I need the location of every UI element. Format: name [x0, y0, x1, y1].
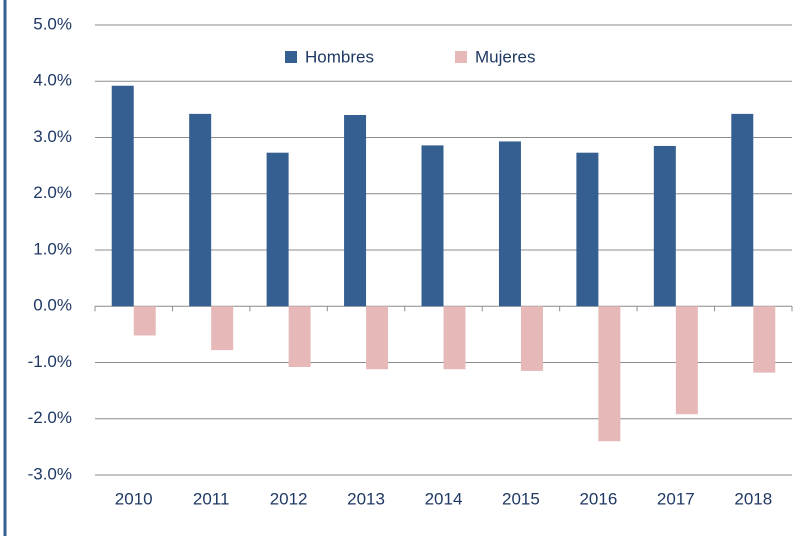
bar [675, 306, 698, 415]
bar [653, 145, 676, 307]
y-tick-label: 1.0% [33, 239, 72, 258]
bar [189, 113, 212, 307]
y-tick-label: 5.0% [33, 14, 72, 33]
y-tick-label: 3.0% [33, 127, 72, 146]
legend-swatch [285, 51, 297, 63]
y-tick-label: -3.0% [28, 464, 72, 483]
legend-swatch [455, 51, 467, 63]
bar [731, 113, 754, 307]
bar [366, 306, 389, 370]
bar [753, 306, 776, 373]
bar [520, 306, 543, 371]
bar [266, 152, 289, 307]
bar [211, 306, 234, 351]
y-tick-label: -1.0% [28, 352, 72, 371]
bar [498, 141, 521, 307]
x-tick-label: 2018 [734, 489, 772, 508]
x-tick-label: 2013 [347, 489, 385, 508]
bar [443, 306, 466, 370]
bar [421, 145, 444, 307]
x-tick-label: 2015 [502, 489, 540, 508]
y-tick-label: 0.0% [33, 296, 72, 315]
bar [344, 115, 367, 307]
x-tick-label: 2012 [270, 489, 308, 508]
y-tick-label: -2.0% [28, 408, 72, 427]
bar [598, 306, 621, 442]
bar [133, 306, 156, 336]
legend-label: Hombres [305, 47, 374, 66]
x-tick-label: 2017 [657, 489, 695, 508]
x-tick-label: 2010 [115, 489, 153, 508]
y-tick-label: 2.0% [33, 183, 72, 202]
y-tick-label: 4.0% [33, 71, 72, 90]
x-tick-label: 2014 [425, 489, 463, 508]
bar [288, 306, 311, 367]
bar [111, 85, 134, 307]
bar [576, 152, 599, 307]
legend-label: Mujeres [475, 47, 535, 66]
x-tick-label: 2016 [579, 489, 617, 508]
x-tick-label: 2011 [193, 489, 230, 508]
